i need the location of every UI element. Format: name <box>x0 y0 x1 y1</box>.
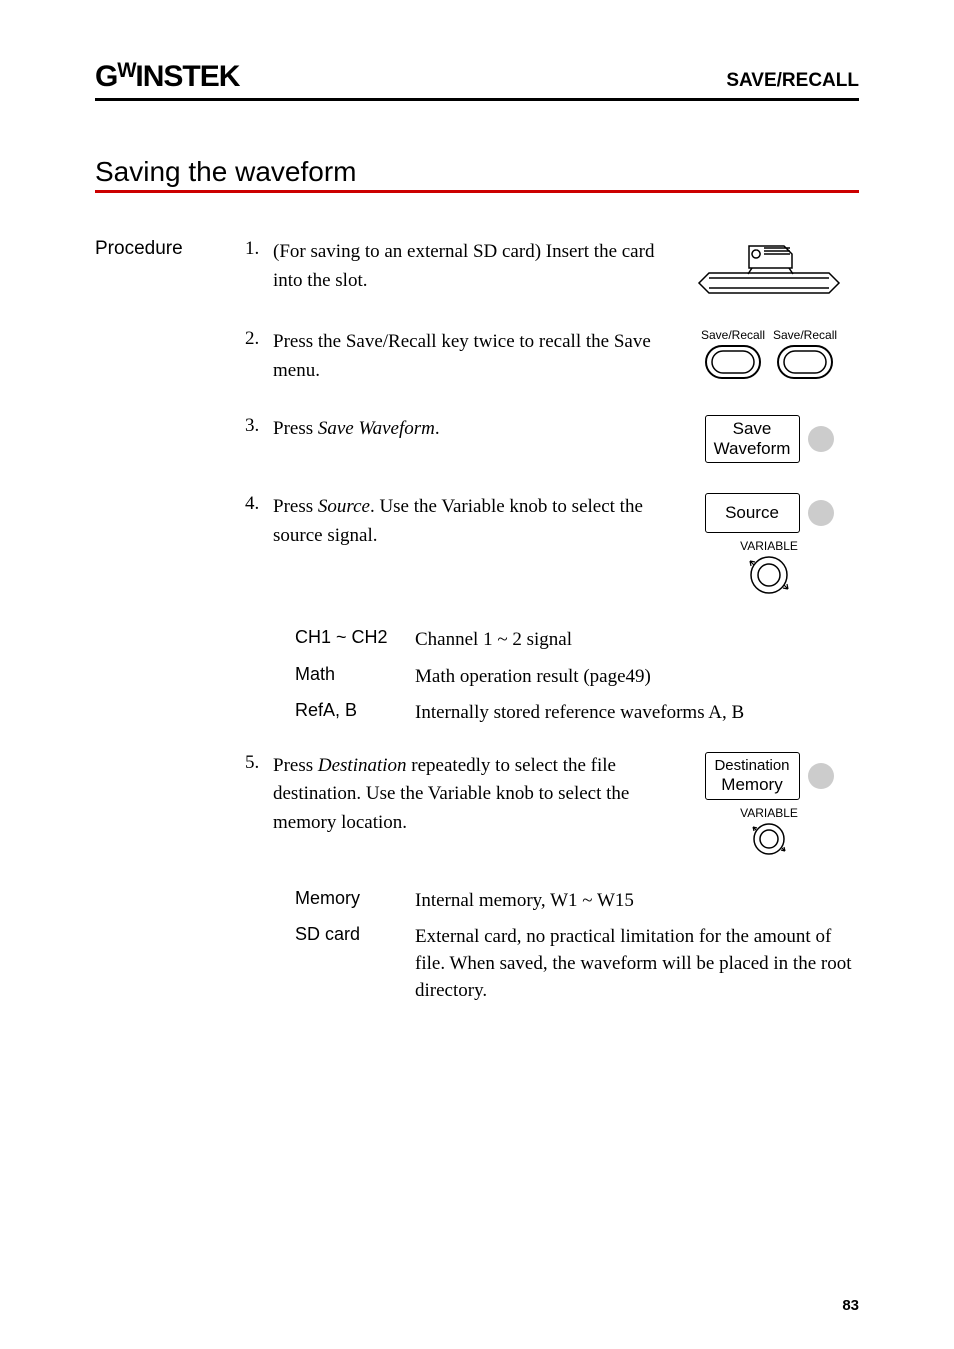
table-row: SD card External card, no practical limi… <box>295 924 859 1004</box>
sd-card-icon <box>694 238 844 298</box>
procedure-step: 4. Press Source. Use the Variable knob t… <box>245 493 859 597</box>
softkey-side-button-icon <box>808 500 834 526</box>
double-hardware-button: Save/Recall Save/Recall <box>679 328 859 385</box>
option-value: External card, no practical limitation f… <box>415 924 859 1004</box>
softkey-box: Save Waveform <box>705 415 800 463</box>
table-row: Memory Internal memory, W1 ~ W15 <box>295 888 859 915</box>
variable-knob-icon <box>747 553 791 597</box>
option-value: Math operation result (page49) <box>415 664 859 691</box>
header-section-label: SAVE/RECALL <box>726 70 859 92</box>
option-value: Internal memory, W1 ~ W15 <box>415 888 859 915</box>
procedure-step: 5. Press Destination repeatedly to selec… <box>245 752 859 858</box>
knob-label: VARIABLE <box>740 539 798 553</box>
procedure-step: 1. (For saving to an external SD card) I… <box>245 238 859 298</box>
softkey-box: Destination Memory <box>705 752 800 800</box>
variable-knob-icon <box>750 820 788 858</box>
hardware-button-icon <box>704 344 762 380</box>
option-value: Internally stored reference waveforms A,… <box>415 700 859 727</box>
softkey-side-button-icon <box>808 763 834 789</box>
destination-options-table: Memory Internal memory, W1 ~ W15 SD card… <box>295 888 859 1004</box>
softkey-side-button-icon <box>808 426 834 452</box>
option-key: Math <box>295 664 415 691</box>
option-value: Channel 1 ~ 2 signal <box>415 627 859 654</box>
table-row: CH1 ~ CH2 Channel 1 ~ 2 signal <box>295 627 859 654</box>
option-key: CH1 ~ CH2 <box>295 627 415 654</box>
softkey-knob-graphic: Destination Memory VARIABLE <box>679 752 859 858</box>
button-label: Save/Recall <box>701 328 765 342</box>
step-text: Press Destination repeatedly to select t… <box>273 752 679 858</box>
hardware-button-icon <box>776 344 834 380</box>
step-number: 4. <box>245 493 273 597</box>
procedure-step: 3. Press Save Waveform. Save Waveform <box>245 415 859 463</box>
softkey-box: Source <box>705 493 800 533</box>
step-number: 5. <box>245 752 273 858</box>
source-options-table: CH1 ~ CH2 Channel 1 ~ 2 signal Math Math… <box>295 627 859 727</box>
step-number: 2. <box>245 328 273 385</box>
table-row: RefA, B Internally stored reference wave… <box>295 700 859 727</box>
step-number: 3. <box>245 415 273 463</box>
procedure-step: 2. Press the Save/Recall key twice to re… <box>245 328 859 385</box>
option-key: Memory <box>295 888 415 915</box>
page-number: 83 <box>842 1297 859 1314</box>
option-key: RefA, B <box>295 700 415 727</box>
left-column-label: Procedure <box>95 238 245 1029</box>
step-text: (For saving to an external SD card) Inse… <box>273 238 679 298</box>
step-number: 1. <box>245 238 273 298</box>
section-title: Saving the waveform <box>95 156 859 193</box>
option-key: SD card <box>295 924 415 1004</box>
content-area: Procedure 1. (For saving to an external … <box>95 238 859 1029</box>
button-label: Save/Recall <box>773 328 837 342</box>
right-column: 1. (For saving to an external SD card) I… <box>245 238 859 1029</box>
step-text: Press Save Waveform. <box>273 415 679 463</box>
table-row: Math Math operation result (page49) <box>295 664 859 691</box>
step-text: Press the Save/Recall key twice to recal… <box>273 328 679 385</box>
knob-label: VARIABLE <box>740 806 798 820</box>
softkey-graphic: Save Waveform <box>679 415 859 463</box>
step-text: Press Source. Use the Variable knob to s… <box>273 493 679 597</box>
brand-logo: GᵂINSTEK <box>95 60 239 94</box>
sdcard-slot-illustration <box>679 238 859 298</box>
page-header: GᵂINSTEK SAVE/RECALL <box>95 60 859 101</box>
softkey-knob-graphic: Source VARIABLE <box>679 493 859 597</box>
